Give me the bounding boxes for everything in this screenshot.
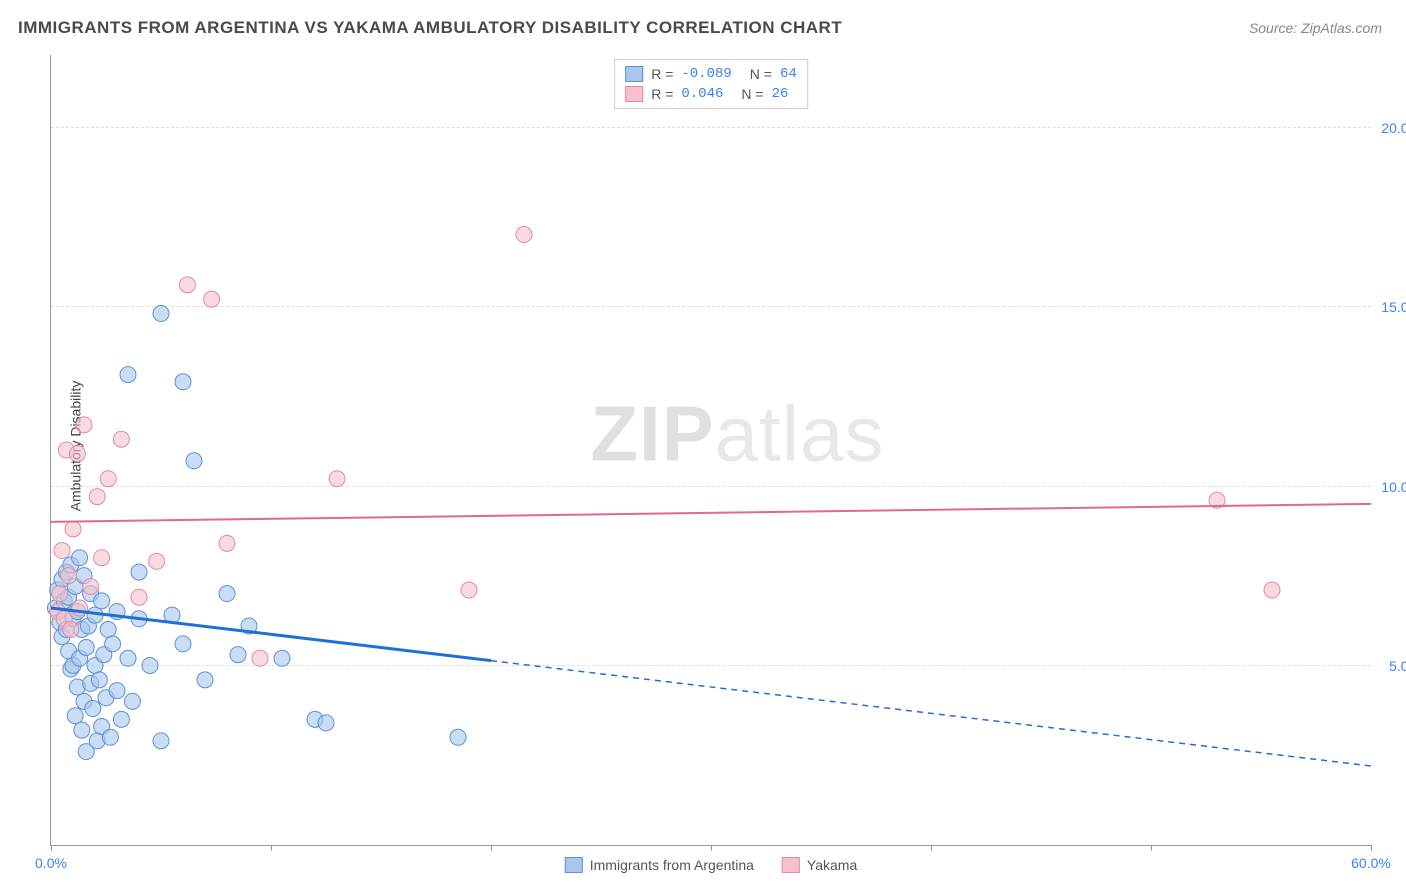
- legend-swatch: [625, 86, 643, 102]
- data-point: [252, 650, 268, 666]
- data-point: [516, 227, 532, 243]
- x-tick: [1371, 845, 1372, 851]
- data-point: [153, 306, 169, 322]
- data-point: [219, 586, 235, 602]
- data-point: [52, 586, 68, 602]
- legend-label: Yakama: [807, 857, 857, 873]
- trend-line: [51, 608, 491, 661]
- data-point: [54, 543, 70, 559]
- y-tick-label: 5.0%: [1376, 658, 1406, 674]
- data-point: [63, 622, 79, 638]
- legend-item: Yakama: [782, 857, 857, 873]
- data-point: [197, 672, 213, 688]
- data-point: [109, 683, 125, 699]
- x-tick-label: 60.0%: [1351, 855, 1391, 871]
- data-point: [274, 650, 290, 666]
- data-point: [204, 291, 220, 307]
- stat-value-n: 64: [780, 64, 797, 84]
- stat-value-r: -0.089: [681, 64, 731, 84]
- stat-label-n: N =: [750, 64, 772, 84]
- data-point: [120, 367, 136, 383]
- data-point: [120, 650, 136, 666]
- y-tick-label: 15.0%: [1376, 299, 1406, 315]
- data-point: [72, 550, 88, 566]
- data-point: [74, 722, 90, 738]
- trend-line: [51, 504, 1371, 522]
- stat-value-n: 26: [772, 84, 789, 104]
- data-point: [100, 622, 116, 638]
- y-tick-label: 10.0%: [1376, 479, 1406, 495]
- data-point: [65, 521, 81, 537]
- data-point: [76, 417, 92, 433]
- data-point: [78, 640, 94, 656]
- data-point: [91, 672, 107, 688]
- data-point: [105, 636, 121, 652]
- data-point: [69, 446, 85, 462]
- data-point: [450, 729, 466, 745]
- data-point: [329, 471, 345, 487]
- x-tick: [51, 845, 52, 851]
- stat-label-n: N =: [741, 84, 763, 104]
- legend-swatch: [625, 66, 643, 82]
- x-tick: [271, 845, 272, 851]
- trend-line: [491, 661, 1371, 766]
- x-tick-label: 0.0%: [35, 855, 67, 871]
- data-point: [179, 277, 195, 293]
- data-point: [83, 578, 99, 594]
- correlation-stats-box: R =-0.089 N =64R = 0.046 N =26: [614, 59, 808, 109]
- plot-area: ZIPatlas 5.0%10.0%15.0%20.0% 0.0%60.0% R…: [50, 55, 1371, 846]
- data-point: [230, 647, 246, 663]
- data-point: [61, 568, 77, 584]
- data-point: [219, 535, 235, 551]
- data-point: [186, 453, 202, 469]
- stat-value-r: 0.046: [681, 84, 723, 104]
- data-point: [175, 374, 191, 390]
- stat-row: R = 0.046 N = 26: [625, 84, 797, 104]
- data-point: [124, 693, 140, 709]
- x-tick: [1151, 845, 1152, 851]
- data-point: [149, 553, 165, 569]
- data-point: [89, 489, 105, 505]
- data-point: [102, 729, 118, 745]
- data-point: [113, 711, 129, 727]
- x-tick: [711, 845, 712, 851]
- legend-swatch: [565, 857, 583, 873]
- bottom-legend: Immigrants from Argentina Yakama: [565, 857, 858, 873]
- data-point: [113, 431, 129, 447]
- data-point: [85, 701, 101, 717]
- legend-swatch: [782, 857, 800, 873]
- stat-label-r: R =: [651, 64, 673, 84]
- data-point: [131, 589, 147, 605]
- data-point: [318, 715, 334, 731]
- data-point: [153, 733, 169, 749]
- legend-label: Immigrants from Argentina: [590, 857, 754, 873]
- data-point: [100, 471, 116, 487]
- chart-title: IMMIGRANTS FROM ARGENTINA VS YAKAMA AMBU…: [18, 18, 842, 38]
- data-point: [1264, 582, 1280, 598]
- legend-item: Immigrants from Argentina: [565, 857, 754, 873]
- stat-label-r: R =: [651, 84, 673, 104]
- data-point: [94, 550, 110, 566]
- data-point: [67, 708, 83, 724]
- data-point: [142, 657, 158, 673]
- data-point: [175, 636, 191, 652]
- source-attribution: Source: ZipAtlas.com: [1249, 20, 1382, 36]
- x-tick: [931, 845, 932, 851]
- stat-row: R = -0.089 N = 64: [625, 64, 797, 84]
- x-tick: [491, 845, 492, 851]
- data-point: [94, 593, 110, 609]
- y-tick-label: 20.0%: [1376, 120, 1406, 136]
- scatter-svg: [51, 55, 1371, 845]
- data-point: [131, 564, 147, 580]
- data-point: [461, 582, 477, 598]
